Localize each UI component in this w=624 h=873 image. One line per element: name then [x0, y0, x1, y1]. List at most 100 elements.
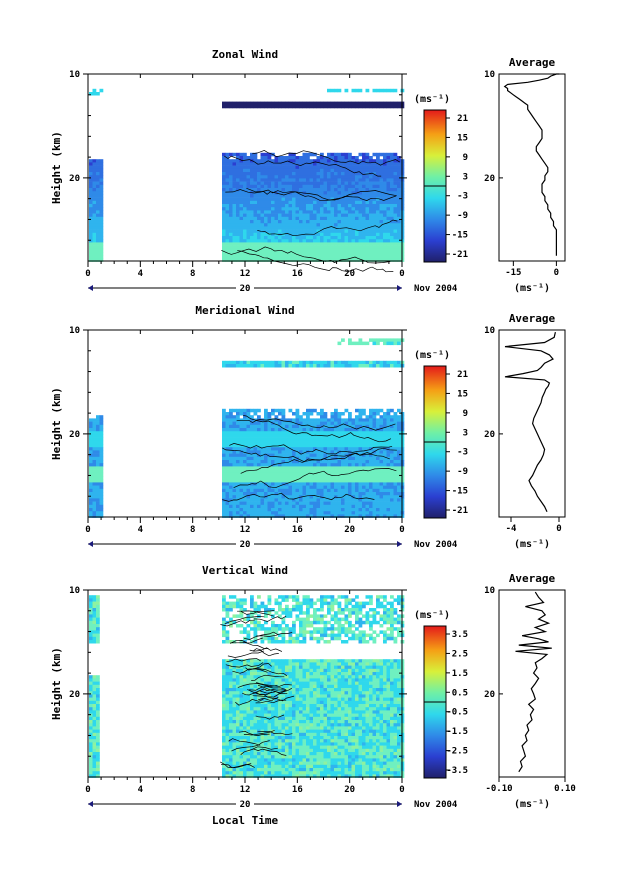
heatmap-cell: [362, 476, 366, 480]
heatmap-cell: [285, 479, 289, 483]
heatmap-cell: [365, 191, 370, 195]
heatmap-cell: [344, 508, 349, 512]
heatmap-cell: [309, 440, 314, 445]
heatmap-cell: [229, 640, 233, 644]
heatmap-cell: [348, 188, 352, 192]
heatmap-cell: [337, 229, 342, 234]
heatmap-cell: [362, 188, 366, 192]
heatmap-cell: [96, 453, 100, 458]
heatmap-cell: [292, 447, 296, 451]
heatmap-cell: [351, 434, 356, 438]
heatmap-cell: [351, 456, 356, 461]
heatmap-cell: [222, 662, 226, 666]
heatmap-cell: [362, 229, 366, 234]
heatmap-cell: [260, 226, 265, 230]
heatmap-cell: [334, 421, 338, 426]
heatmap-cell: [390, 168, 394, 173]
heatmap-cell: [239, 508, 244, 512]
heatmap-cell: [348, 184, 352, 189]
heatmap-cell: [250, 611, 254, 615]
heatmap-cell: [232, 460, 237, 464]
heatmap-cell: [229, 501, 233, 506]
heatmap-cell: [222, 194, 226, 198]
heatmap-cell: [320, 220, 324, 224]
heatmap-cell: [320, 463, 324, 467]
heatmap-cell: [351, 159, 356, 163]
heatmap-cell: [295, 511, 300, 515]
heatmap-cell: [222, 504, 226, 509]
heatmap-cell: [222, 729, 226, 734]
heatmap-cell: [313, 501, 317, 506]
heatmap-cell: [334, 472, 338, 477]
heatmap-cell: [285, 207, 289, 211]
heatmap-cell: [260, 758, 265, 762]
heatmap-cell: [348, 248, 352, 253]
heatmap-cell: [341, 162, 345, 166]
heatmap-cell: [288, 488, 293, 493]
heatmap-cell: [229, 207, 233, 211]
heatmap-cell: [376, 255, 380, 259]
heatmap-cell: [365, 197, 370, 202]
heatmap-cell: [376, 440, 380, 445]
heatmap-cell: [99, 236, 104, 240]
heatmap-cell: [320, 431, 324, 435]
heatmap-cell: [89, 421, 93, 426]
heatmap-cell: [271, 707, 275, 711]
heatmap-cell: [92, 188, 97, 192]
heatmap-cell: [369, 104, 373, 109]
heatmap-cell: [295, 242, 300, 246]
heatmap-cell: [358, 175, 363, 179]
heatmap-cell: [236, 707, 240, 711]
heatmap-cell: [390, 210, 394, 214]
heatmap-cell: [309, 431, 314, 435]
heatmap-cell: [330, 495, 335, 499]
heatmap-cell: [369, 156, 373, 160]
heatmap-cell: [257, 752, 261, 756]
heatmap-cell: [397, 440, 401, 445]
heatmap-cell: [96, 752, 100, 756]
heatmap-cell: [299, 210, 303, 214]
heatmap-cell: [92, 636, 97, 641]
heatmap-cell: [92, 627, 97, 631]
heatmap-cell: [337, 472, 342, 477]
heatmap-cell: [225, 630, 230, 634]
heatmap-cell: [257, 188, 261, 192]
heatmap-cell: [334, 437, 338, 442]
heatmap-cell: [393, 216, 398, 221]
heatmap-cell: [390, 207, 394, 211]
heatmap-cell: [257, 226, 261, 230]
heatmap-cell: [243, 197, 247, 202]
heatmap-cell: [302, 453, 307, 458]
heatmap-cell: [243, 700, 247, 705]
heatmap-cell: [292, 453, 296, 458]
heatmap-cell: [376, 511, 380, 515]
heatmap-cell: [292, 428, 296, 432]
heatmap-cell: [316, 194, 321, 198]
heatmap-cell: [295, 162, 300, 166]
heatmap-cell: [369, 492, 373, 496]
heatmap-cell: [397, 104, 401, 109]
heatmap-cell: [222, 688, 226, 692]
heatmap-cell: [281, 156, 286, 160]
heatmap-cell: [292, 172, 296, 176]
heatmap-cell: [372, 476, 377, 480]
heatmap-cell: [232, 188, 237, 192]
heatmap-cell: [264, 412, 268, 416]
heatmap-cell: [271, 232, 275, 237]
heatmap-cell: [323, 453, 328, 458]
heatmap-cell: [393, 168, 398, 173]
heatmap-cell: [390, 476, 394, 480]
heatmap-cell: [309, 476, 314, 480]
heatmap-cell: [250, 498, 254, 502]
heatmap-cell: [365, 165, 370, 170]
heatmap-cell: [281, 216, 286, 221]
heatmap-cell: [390, 232, 394, 237]
heatmap-cell: [393, 514, 398, 518]
heatmap-cell: [225, 633, 230, 638]
heatmap-cell: [89, 608, 93, 612]
heatmap-cell: [271, 424, 275, 429]
heatmap-cell: [337, 341, 342, 346]
heatmap-cell: [327, 434, 331, 438]
heatmap-cell: [253, 450, 258, 454]
heatmap-cell: [92, 630, 97, 634]
